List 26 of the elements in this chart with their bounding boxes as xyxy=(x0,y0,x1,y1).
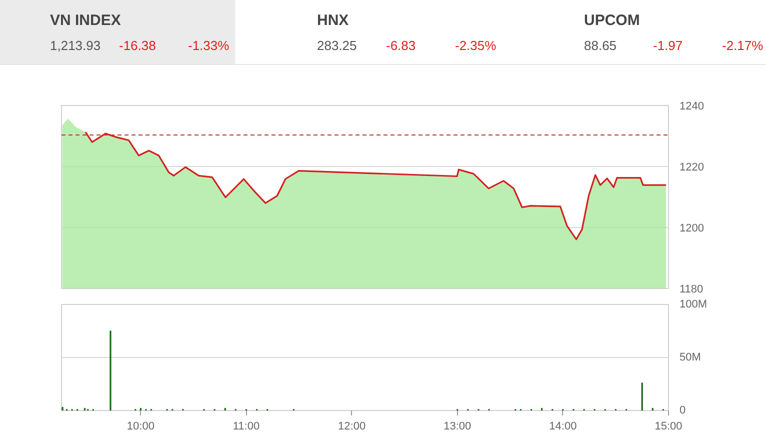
text: 88.65 xyxy=(584,37,617,55)
text: 283.25 xyxy=(317,37,357,55)
x-tick-label: 11:00 xyxy=(232,420,260,432)
text: HNX xyxy=(317,11,349,31)
y-tick-label: 1220 xyxy=(680,162,704,174)
text: VN INDEX xyxy=(50,11,121,31)
x-tick-label: 13:00 xyxy=(444,420,472,432)
x-tick-label: 12:00 xyxy=(338,420,366,432)
text: -6.83 xyxy=(386,37,416,55)
y-tick-label: 1240 xyxy=(680,100,704,112)
text: -1.97 xyxy=(653,37,683,55)
y-tick-label: 0 xyxy=(680,404,686,416)
text: -16.38 xyxy=(119,37,156,55)
x-tick-label: 15:00 xyxy=(654,420,682,432)
y-tick-label: 1180 xyxy=(680,284,704,296)
text: UPCOM xyxy=(584,11,640,31)
text: -2.35% xyxy=(455,37,496,55)
x-tick-label: 10:00 xyxy=(126,420,154,432)
x-tick-label: 14:00 xyxy=(549,420,577,432)
y-tick-label: 50M xyxy=(680,352,701,364)
y-tick-label: 1200 xyxy=(680,222,704,234)
text: -2.17% xyxy=(722,37,764,55)
line-series xyxy=(84,131,667,240)
text: 1,213.93 xyxy=(50,37,101,55)
text: -1.33% xyxy=(188,37,230,55)
y-tick-label: 100M xyxy=(680,298,708,310)
